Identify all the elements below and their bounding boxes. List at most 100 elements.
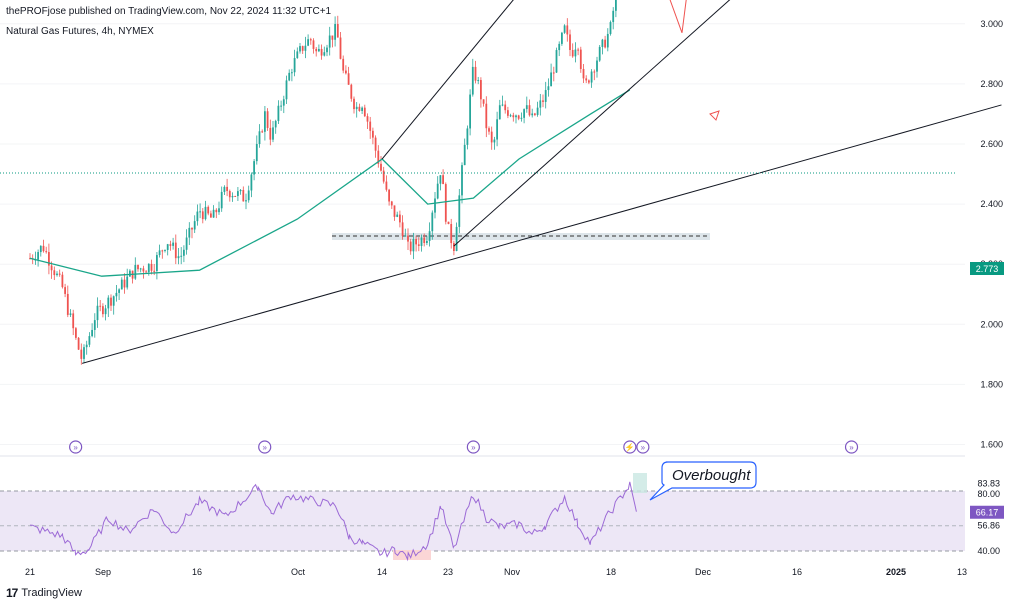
candle-body — [507, 110, 509, 116]
candle-body — [442, 175, 444, 185]
candle-body — [482, 99, 485, 104]
candle-body — [185, 237, 188, 250]
candle-body — [544, 90, 547, 102]
candle-body — [393, 205, 396, 217]
candle-body — [112, 296, 115, 306]
candle-body — [434, 198, 436, 213]
rsi-tick-label: 80.00 — [977, 489, 1000, 499]
candle-body — [96, 305, 99, 321]
rsi-band — [0, 491, 965, 551]
candle-body — [345, 70, 347, 74]
candles-layer — [29, 0, 617, 365]
candle-body — [358, 106, 361, 111]
candle-body — [147, 263, 150, 273]
trendline[interactable] — [453, 0, 871, 247]
y-tick-label: 1.800 — [980, 379, 1003, 389]
event-arrow-icon[interactable] — [258, 440, 272, 454]
candle-body — [574, 49, 577, 57]
event-arrow-icon[interactable] — [636, 440, 650, 454]
candle-body — [66, 293, 69, 315]
trendline[interactable] — [381, 0, 630, 160]
candle-body — [399, 214, 401, 223]
dividend-bolt-icon[interactable] — [623, 440, 637, 454]
candle-body — [588, 80, 590, 83]
candle-body — [428, 231, 431, 241]
candle-body — [307, 39, 309, 46]
candle-body — [247, 190, 250, 201]
candle-body — [285, 80, 288, 100]
candle-body — [509, 115, 512, 117]
candle-body — [347, 73, 350, 85]
candle-body — [477, 80, 480, 82]
candle-body — [153, 270, 156, 272]
candle-body — [450, 224, 453, 244]
candle-body — [612, 10, 615, 23]
candle-body — [107, 297, 110, 309]
candle-body — [104, 308, 107, 315]
footer-brand-label: TradingView — [21, 587, 82, 599]
candle-body — [237, 191, 239, 197]
ma-tag — [970, 262, 1004, 275]
candle-body — [223, 186, 226, 192]
candle-body — [301, 46, 304, 51]
candle-body — [558, 43, 561, 51]
candle-body — [563, 25, 566, 33]
candle-body — [331, 35, 334, 40]
candle-body — [323, 52, 326, 56]
candle-body — [91, 329, 93, 337]
footer-brand[interactable]: 17 TradingView — [6, 586, 82, 600]
candle-body — [539, 100, 542, 108]
candle-body — [180, 255, 183, 257]
candle-body — [139, 268, 142, 270]
candle-body — [504, 104, 507, 111]
candle-body — [536, 107, 539, 115]
candle-body — [469, 94, 471, 129]
candle-body — [542, 100, 544, 102]
arrow-glyph: » — [471, 443, 476, 452]
event-arrow-icon[interactable] — [466, 440, 480, 454]
overbought-label: Overbought — [672, 467, 751, 484]
candle-body — [123, 279, 126, 288]
candle-body — [253, 161, 255, 175]
candle-body — [426, 240, 428, 243]
candle-body — [299, 46, 301, 52]
x-tick-label: 16 — [192, 567, 202, 577]
candle-body — [80, 349, 83, 359]
candle-body — [471, 66, 474, 95]
candle-body — [226, 186, 228, 192]
candle-body — [64, 287, 66, 294]
candle-body — [264, 111, 266, 132]
candle-body — [266, 111, 269, 128]
event-arrow-icon[interactable] — [844, 440, 859, 454]
rsi-value-label: 66.17 — [976, 508, 999, 518]
candle-body — [498, 105, 501, 120]
candle-body — [72, 313, 75, 329]
candle-body — [501, 104, 504, 106]
candle-body — [145, 271, 147, 273]
candle-body — [218, 208, 220, 213]
chart-canvas[interactable]: 4.4004.2004.0003.8003.6003.4003.2003.000… — [0, 0, 1024, 582]
candle-body — [596, 60, 598, 72]
candle-body — [210, 213, 212, 218]
candle-body — [606, 33, 609, 48]
candle-body — [255, 143, 258, 162]
candle-body — [431, 212, 434, 232]
candle-body — [161, 250, 164, 252]
candle-body — [277, 105, 280, 121]
candle-body — [461, 165, 463, 196]
candle-body — [231, 196, 234, 198]
candle-body — [579, 49, 582, 69]
candle-body — [315, 48, 318, 52]
candle-body — [417, 244, 420, 246]
trendline[interactable] — [82, 104, 1002, 364]
candle-body — [577, 49, 579, 51]
candle-body — [593, 71, 596, 73]
event-arrow-icon[interactable] — [69, 440, 83, 454]
candle-body — [609, 22, 612, 34]
candle-body — [512, 115, 515, 118]
candle-body — [183, 249, 185, 256]
candle-body — [604, 39, 606, 48]
x-tick-label: Oct — [291, 567, 306, 577]
candle-body — [382, 170, 385, 182]
candle-body — [312, 40, 315, 49]
